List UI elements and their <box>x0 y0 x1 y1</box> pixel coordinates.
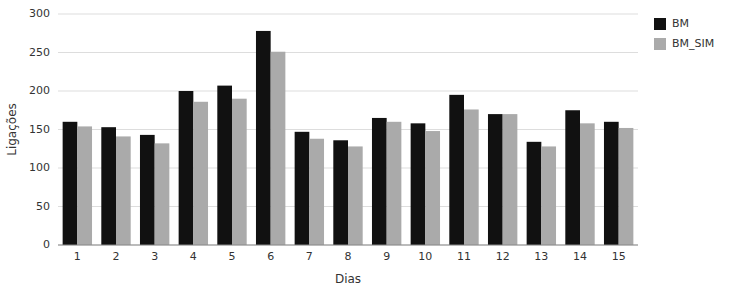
x-tick-label: 2 <box>113 250 120 263</box>
bar <box>116 136 131 245</box>
bar <box>295 132 310 245</box>
series <box>77 52 633 245</box>
bar <box>449 95 464 245</box>
x-tick-label: 1 <box>74 250 81 263</box>
x-tick-label: 14 <box>573 250 587 263</box>
bar <box>387 122 402 245</box>
x-tick-label: 5 <box>229 250 236 263</box>
bars <box>63 31 634 245</box>
y-tick-label: 0 <box>43 238 50 251</box>
legend-label: BM <box>672 17 689 30</box>
bar <box>179 91 194 245</box>
x-tick-label: 10 <box>418 250 432 263</box>
y-tick-label: 250 <box>29 46 50 59</box>
chart: 050100150200250300123456789101112131415D… <box>0 0 738 291</box>
bar <box>271 52 286 245</box>
grid-line <box>58 14 638 15</box>
bar <box>309 139 324 245</box>
bar <box>580 123 595 245</box>
y-axis-label: Ligações <box>5 103 19 156</box>
bar <box>488 114 503 245</box>
legend: BM BM_SIM <box>654 17 714 50</box>
legend-swatch <box>654 18 666 30</box>
x-tick-label: 3 <box>151 250 158 263</box>
legend-label: BM_SIM <box>672 37 714 50</box>
bar <box>619 128 634 245</box>
x-tick-label: 8 <box>345 250 352 263</box>
x-tick-label: 9 <box>383 250 390 263</box>
bar <box>140 135 155 245</box>
y-tick-label: 50 <box>36 200 50 213</box>
bar <box>232 99 247 245</box>
bar <box>193 102 208 245</box>
bar <box>425 131 440 245</box>
x-tick-label: 6 <box>267 250 274 263</box>
bar <box>217 86 232 245</box>
x-tick-label: 11 <box>457 250 471 263</box>
y-tick-label: 150 <box>29 123 50 136</box>
y-tick-label: 100 <box>29 161 50 174</box>
series <box>63 31 619 245</box>
x-tick-label: 7 <box>306 250 313 263</box>
grid-line <box>58 245 638 246</box>
x-tick-label: 15 <box>612 250 626 263</box>
bar <box>256 31 271 245</box>
legend-swatch <box>654 38 666 50</box>
bar <box>503 114 518 245</box>
x-axis-label: Dias <box>335 272 361 286</box>
bar <box>527 142 542 245</box>
y-tick-label: 200 <box>29 84 50 97</box>
x-axis-line <box>58 245 638 246</box>
bar <box>411 123 426 245</box>
y-grid <box>58 14 638 245</box>
bar <box>63 122 78 245</box>
grid-line <box>58 129 638 130</box>
bar <box>541 146 556 245</box>
grid-line <box>58 52 638 53</box>
bar <box>565 110 580 245</box>
bar <box>372 118 387 245</box>
x-tick-label: 12 <box>496 250 510 263</box>
bar <box>604 122 619 245</box>
bar <box>348 146 363 245</box>
bar <box>464 109 479 245</box>
x-tick-label: 4 <box>190 250 197 263</box>
grid-line <box>58 91 638 92</box>
bar <box>101 127 116 245</box>
y-tick-label: 300 <box>29 7 50 20</box>
bar <box>333 140 348 245</box>
bar <box>155 143 170 245</box>
bar <box>77 126 92 245</box>
chart-container: 050100150200250300123456789101112131415D… <box>0 0 738 291</box>
x-tick-label: 13 <box>534 250 548 263</box>
